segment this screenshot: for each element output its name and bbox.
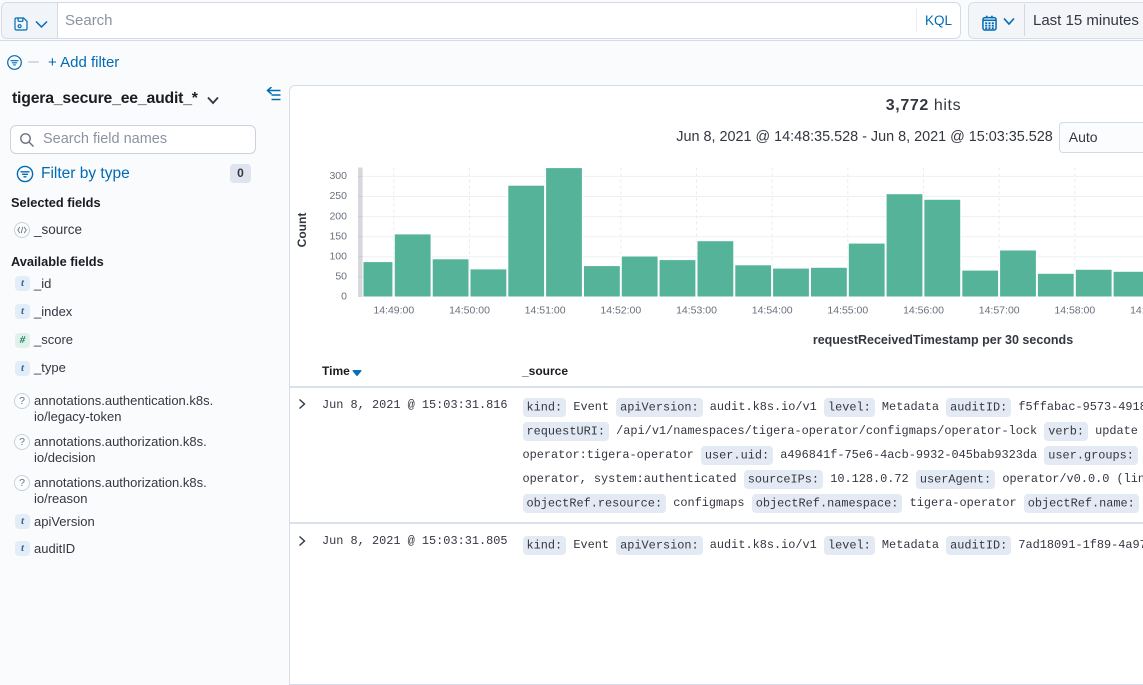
svg-text:14:57:00: 14:57:00 xyxy=(979,304,1020,316)
svg-text:150: 150 xyxy=(329,230,347,242)
svg-text:requestReceivedTimestamp per 3: requestReceivedTimestamp per 30 seconds xyxy=(813,333,1073,347)
svg-text:200: 200 xyxy=(329,210,347,222)
svg-text:14:50:00: 14:50:00 xyxy=(449,304,490,316)
svg-text:14:56:00: 14:56:00 xyxy=(903,304,944,316)
svg-text:14:58:00: 14:58:00 xyxy=(1054,304,1095,316)
svg-text:0: 0 xyxy=(341,291,347,303)
svg-text:14:51:00: 14:51:00 xyxy=(525,304,566,316)
svg-text:14:53:00: 14:53:00 xyxy=(676,304,717,316)
svg-text:14:52:00: 14:52:00 xyxy=(600,304,641,316)
svg-text:100: 100 xyxy=(329,251,347,263)
svg-text:50: 50 xyxy=(335,271,347,283)
svg-text:14:54:00: 14:54:00 xyxy=(752,304,793,316)
svg-text:14:59:00: 14:59:00 xyxy=(1130,304,1143,316)
svg-text:14:49:00: 14:49:00 xyxy=(373,304,414,316)
svg-text:300: 300 xyxy=(329,170,347,182)
svg-text:250: 250 xyxy=(329,190,347,202)
svg-text:14:55:00: 14:55:00 xyxy=(827,304,868,316)
svg-text:Count: Count xyxy=(295,213,309,248)
